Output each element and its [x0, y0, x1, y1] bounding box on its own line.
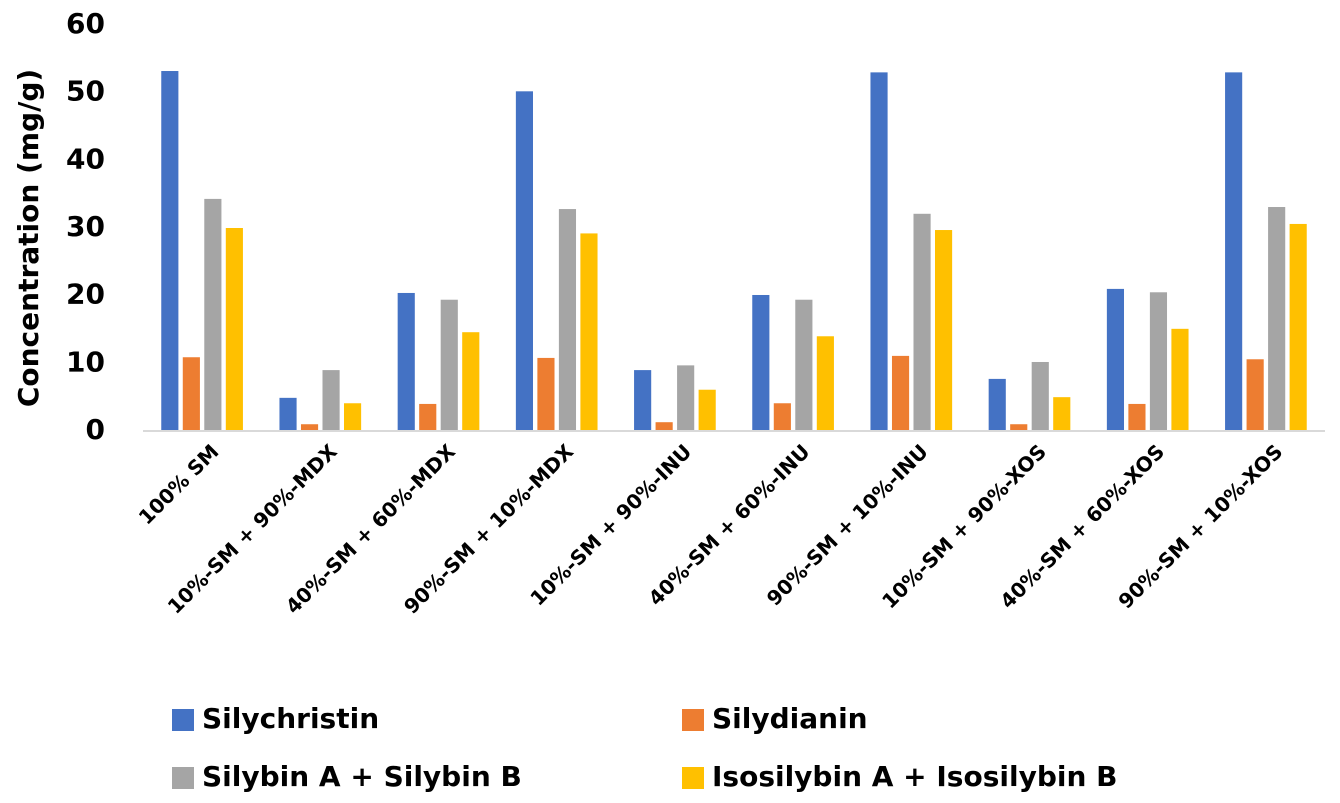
bar [1149, 292, 1168, 431]
bar [752, 294, 770, 431]
y-tick-label: 50 [66, 75, 105, 108]
bar [988, 378, 1006, 431]
bar [677, 365, 695, 431]
bar [397, 292, 415, 431]
legend-label: Silychristin [202, 702, 379, 735]
bar [816, 336, 834, 431]
bar [580, 233, 598, 431]
bar [1225, 72, 1243, 431]
bar [558, 209, 577, 431]
y-tick-label: 10 [66, 345, 105, 378]
bar [419, 403, 437, 431]
bar [1031, 361, 1049, 431]
bar [1289, 223, 1307, 431]
bar [891, 355, 910, 431]
bar [634, 370, 652, 431]
legend-swatch [682, 767, 704, 789]
y-tick-label: 30 [66, 210, 105, 243]
bar [225, 228, 243, 431]
bar [698, 389, 716, 431]
bar [655, 422, 673, 431]
legend-swatch [682, 709, 704, 731]
bar [913, 213, 931, 431]
legend-label: Isosilybin A + Isosilybin B [712, 760, 1117, 793]
bar [1106, 288, 1125, 431]
bar [1128, 403, 1146, 431]
bar [773, 403, 791, 431]
bar [161, 71, 179, 431]
bar [182, 357, 200, 431]
bar [1010, 424, 1028, 431]
y-tick-label: 60 [66, 7, 105, 40]
legend-swatch [172, 709, 194, 731]
bar [795, 299, 813, 431]
legend-label: Silydianin [712, 702, 868, 735]
bar [300, 424, 319, 431]
legend-swatch [172, 767, 194, 789]
bar [1246, 359, 1264, 431]
bar [279, 397, 297, 431]
bar [1171, 328, 1189, 431]
bar [204, 198, 222, 431]
legend-label: Silybin A + Silybin B [202, 760, 522, 793]
bar [515, 91, 534, 432]
bar [343, 403, 362, 431]
y-axis-title: Concentration (mg/g) [12, 69, 45, 407]
bar [537, 357, 555, 431]
bar [934, 230, 953, 431]
y-tick-label: 20 [66, 278, 105, 311]
y-tick-label: 0 [86, 413, 105, 446]
bar [440, 299, 458, 431]
bar [1053, 397, 1071, 431]
y-tick-label: 40 [66, 142, 105, 175]
bar [1268, 207, 1286, 431]
bar [462, 332, 480, 431]
bar [870, 72, 888, 431]
bar [322, 370, 340, 431]
x-tick-label: 100% SM [134, 439, 224, 529]
